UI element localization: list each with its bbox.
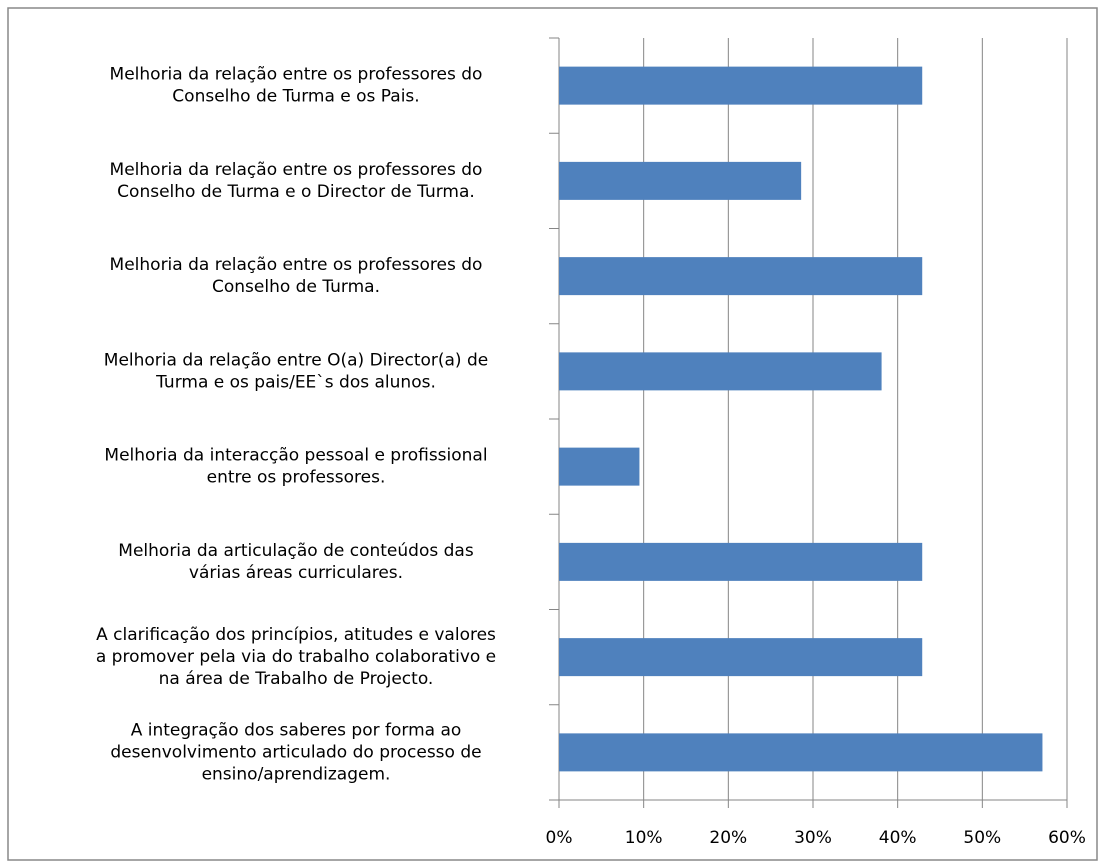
x-tick-label: 0% [546,828,573,848]
x-tick-label: 50% [963,828,1001,848]
bar [559,542,923,581]
y-tick-label-line: A clarificação dos princípios, atitudes … [96,625,496,645]
chart-border [7,7,1098,861]
y-tick-label-line: Melhoria da relação entre os professores… [110,255,483,275]
y-tick-label: Melhoria da relação entre os professores… [110,65,483,107]
y-tick-label-line: A integração dos saberes por forma ao [131,720,462,740]
y-tick-label-line: Melhoria da relação entre os professores… [110,160,483,180]
bar [559,733,1043,772]
x-tick-label: 20% [709,828,747,848]
y-tick-label: Melhoria da relação entre os professores… [110,160,483,202]
x-tick-label: 10% [625,828,663,848]
y-tick-label: Melhoria da interacção pessoal e profiss… [104,446,487,488]
y-tick-label-line: Melhoria da relação entre O(a) Director(… [104,350,488,370]
x-tick-label: 30% [794,828,832,848]
bar [559,352,882,391]
y-tick-label-line: Melhoria da interacção pessoal e profiss… [104,446,487,466]
y-tick-label-line: a promover pela via do trabalho colabora… [96,647,496,667]
y-tick-label: A clarificação dos princípios, atitudes … [96,625,496,689]
bar [559,257,923,296]
y-tick-label-line: Conselho de Turma. [212,277,380,297]
y-tick-label-line: na área de Trabalho de Projecto. [159,669,434,689]
bar [559,161,802,200]
y-tick-label: Melhoria da relação entre os professores… [110,255,483,297]
x-tick-label: 60% [1048,828,1086,848]
y-tick-label-line: Conselho de Turma e os Pais. [172,87,419,107]
y-tick-label: Melhoria da articulação de conteúdos das… [118,541,474,583]
bar [559,66,923,105]
y-tick-label-line: desenvolvimento articulado do processo d… [110,742,481,762]
y-tick-label-line: ensino/aprendizagem. [202,764,391,784]
y-tick-label: A integração dos saberes por forma ao des… [110,720,481,784]
y-tick-label-line: Turma e os pais/EE`s dos alunos. [155,372,436,392]
y-tick-label-line: Conselho de Turma e o Director de Turma. [117,182,475,202]
y-tick-label-line: Melhoria da relação entre os professores… [110,65,483,85]
y-tick-label-line: entre os professores. [207,468,386,488]
y-tick-label-line: várias áreas curriculares. [189,563,403,583]
x-tick-label: 40% [879,828,917,848]
y-tick-label: Melhoria da relação entre O(a) Director(… [104,350,488,392]
bar [559,638,923,677]
bar [559,447,640,486]
y-tick-label-line: Melhoria da articulação de conteúdos das [118,541,474,561]
